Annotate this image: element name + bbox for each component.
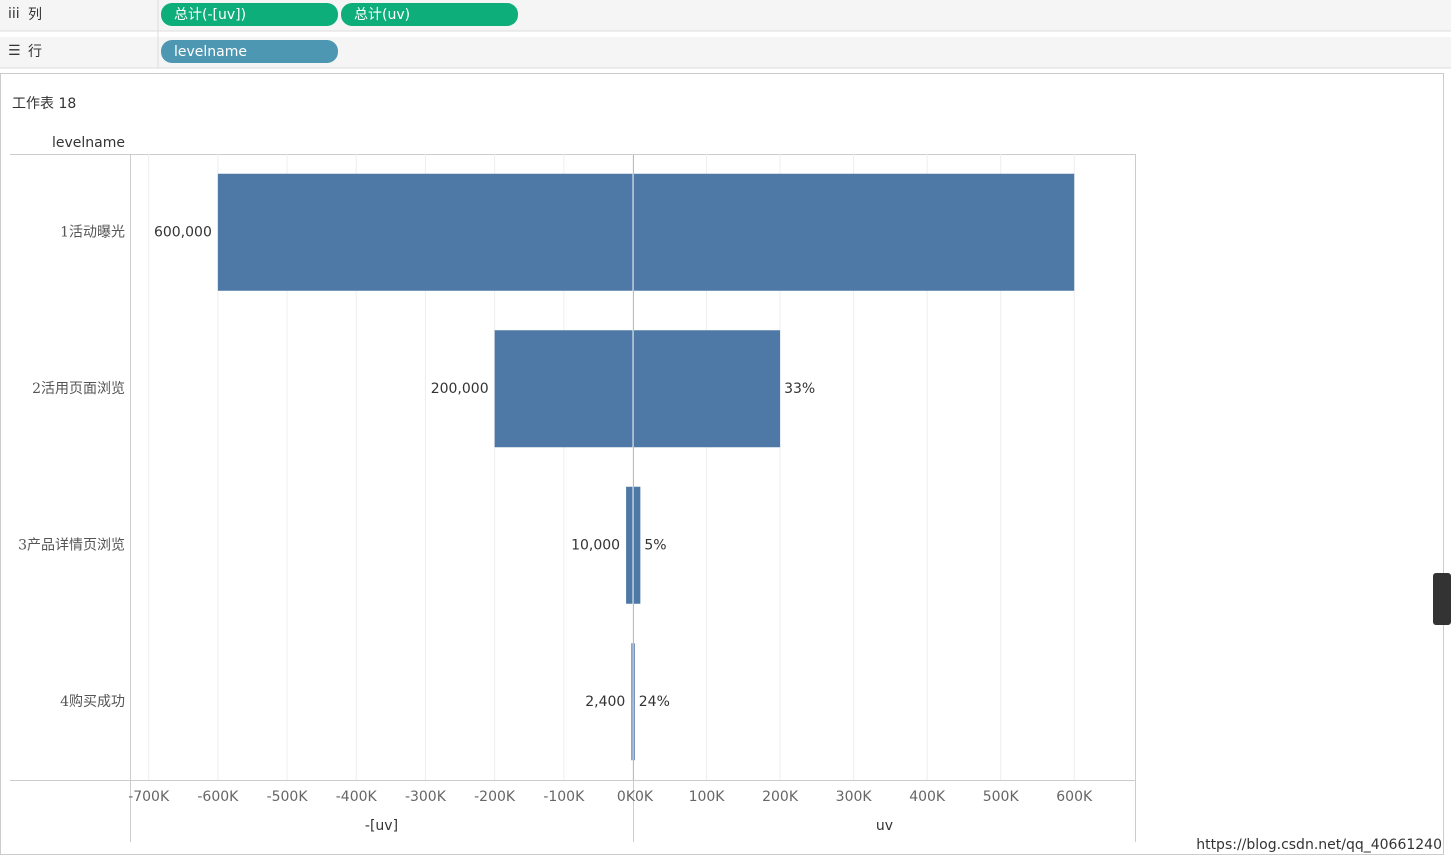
row-label: 2活用页面浏览 [32,381,125,397]
row-header: levelname [52,135,125,151]
x-tick-label: -200K [474,789,516,805]
pill[interactable] [341,3,518,26]
x-tick-label: -600K [197,789,239,805]
bar [631,643,633,761]
rate-label: 5% [644,537,666,553]
bar [633,173,1075,291]
rows-label: 行 [28,44,42,60]
x-tick-label: 500K [983,789,1020,805]
x-tick-label: 200K [762,789,799,805]
bar [633,330,781,448]
rate-label: 33% [784,381,815,397]
bar [633,486,641,604]
x-tick-label: 0K [617,789,636,805]
x-tick-label: -700K [128,789,170,805]
pill-label[interactable]: 总计(-[uv]) [174,7,246,23]
side-handle[interactable] [1433,573,1451,625]
x-tick-label: -400K [336,789,378,805]
data-label: 600,000 [154,224,212,240]
x-tick-label: -500K [267,789,309,805]
bar [494,330,633,448]
row-label: 1活动曝光 [60,224,125,240]
sheet-title: 工作表 18 [12,96,76,112]
watermark: https://blog.csdn.net/qq_40661240 [1196,837,1442,853]
x-tick-label: -100K [543,789,585,805]
x-tick-label: 100K [689,789,726,805]
x-tick-label: 0K [635,789,654,805]
row-label: 3产品详情页浏览 [18,537,125,553]
pill-label[interactable]: levelname [174,44,247,60]
x-tick-label: 600K [1056,789,1093,805]
rows-icon: ☰ [8,43,21,59]
data-label: 200,000 [431,381,489,397]
pill[interactable] [161,3,338,26]
data-label: 2,400 [585,694,625,710]
bar [217,173,633,291]
x-tick-label: 400K [909,789,946,805]
columns-icon: iii [8,6,20,22]
x-tick-label: -300K [405,789,447,805]
pill[interactable] [161,40,338,63]
columns-label: 列 [28,7,42,23]
row-label: 4购买成功 [60,694,125,710]
pill-label[interactable]: 总计(uv) [354,7,410,23]
rate-label: 24% [639,694,670,710]
data-label: 10,000 [571,537,620,553]
bar [626,486,633,604]
x-tick-label: 300K [836,789,873,805]
x-axis-title: -[uv] [365,818,398,834]
x-axis-title: uv [876,818,893,834]
